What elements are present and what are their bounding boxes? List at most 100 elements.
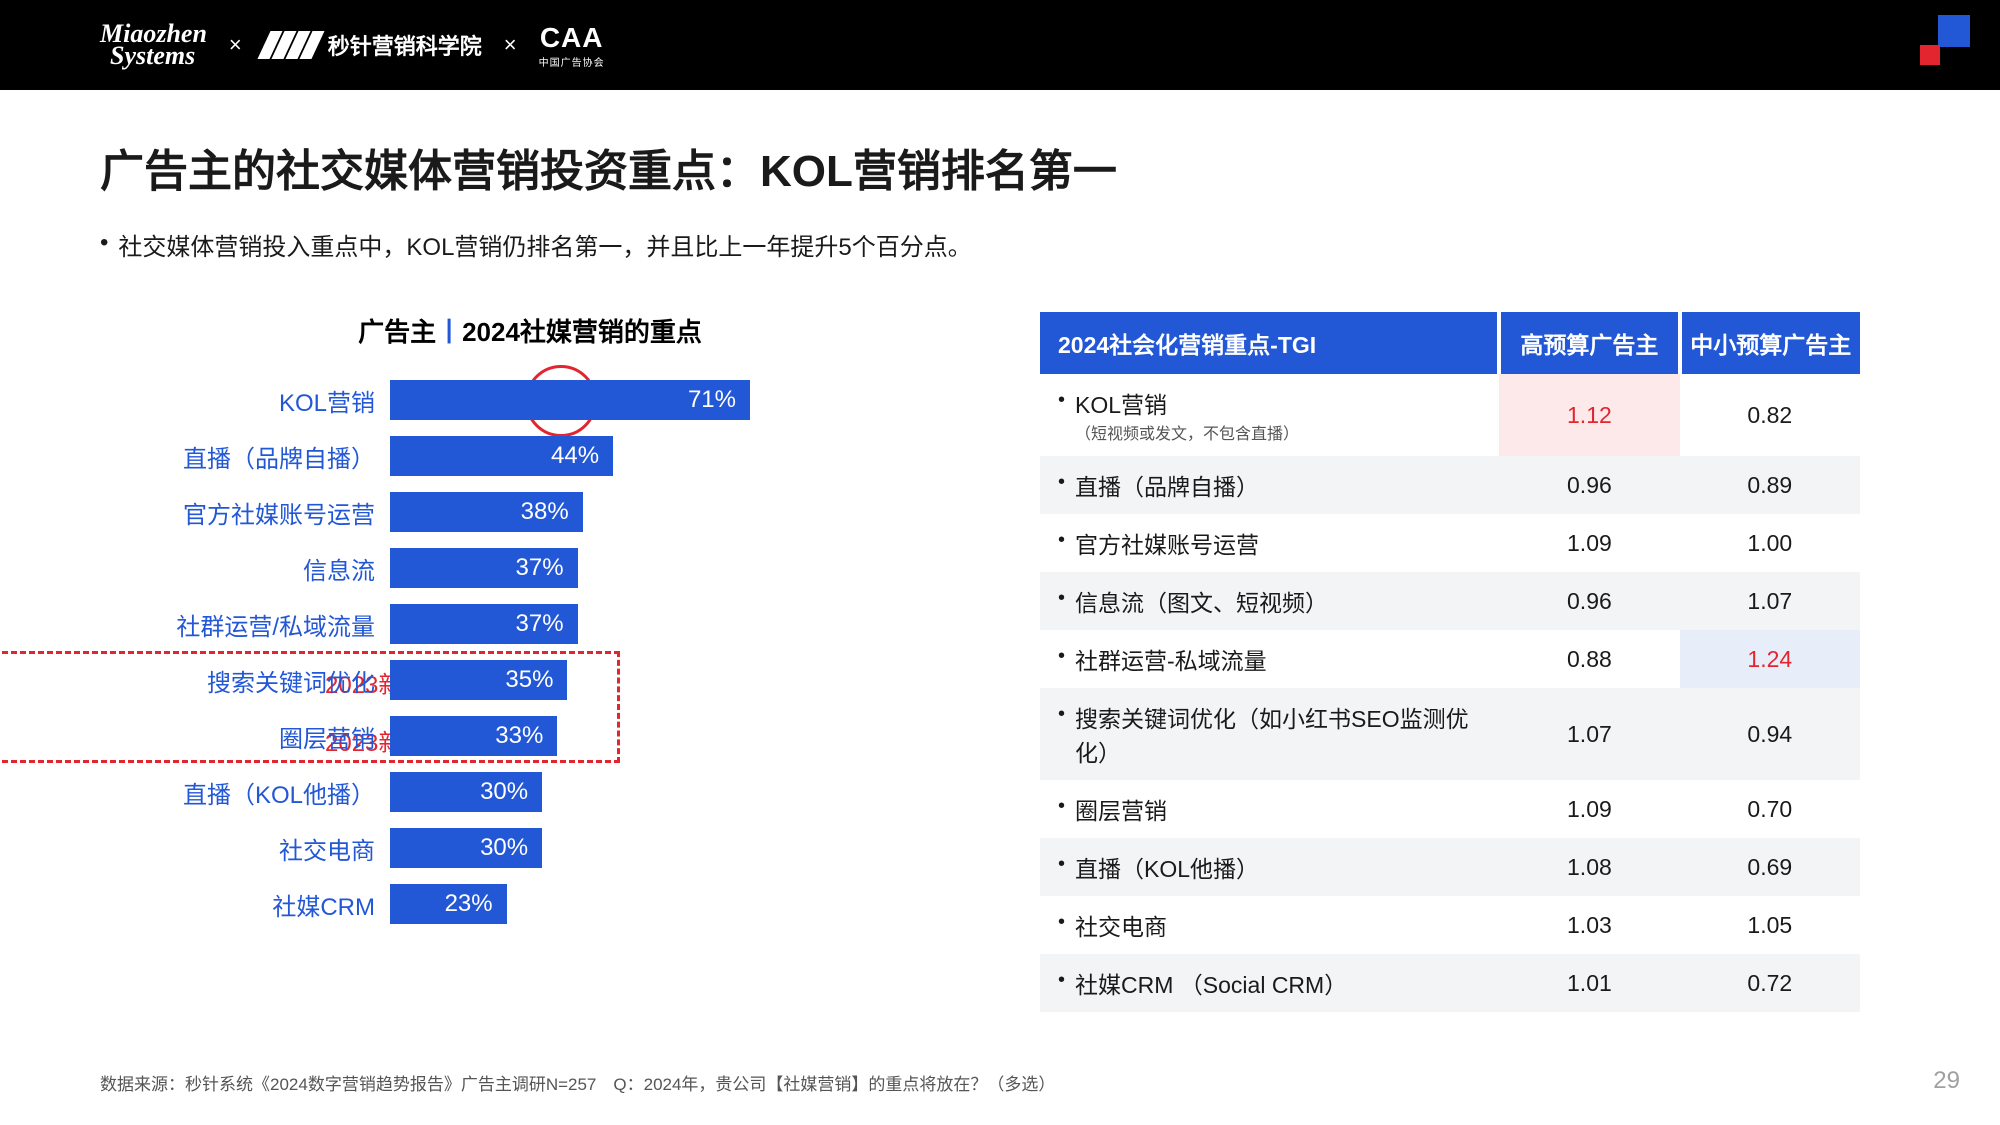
bar-row: 社交电商30%	[390, 827, 960, 869]
tgi-high-cell: 1.08	[1499, 838, 1679, 896]
bar-row: 社群运营/私域流量37%	[390, 603, 960, 645]
chart-title-suffix: 2024社媒营销的重点	[462, 317, 702, 347]
table-row: • 官方社媒账号运营 1.091.00	[1040, 514, 1860, 572]
subtitle-text: 社交媒体营销投入重点中，KOL营销仍排名第一，并且比上一年提升5个百分点。	[118, 227, 971, 262]
page-number: 29	[1933, 1067, 1960, 1095]
logo-miaozhen: Miaozhen Systems	[100, 23, 207, 67]
bar-label: 官方社媒账号运营	[100, 495, 375, 530]
logo-separator-x2: ×	[504, 32, 517, 58]
logo-miaozhen-l2: Systems	[110, 45, 207, 67]
tgi-low-cell: 1.07	[1680, 572, 1860, 630]
table-row: •搜索关键词优化（如小红书SEO监测优化）1.070.94	[1040, 688, 1860, 780]
tgi-label-cell: •搜索关键词优化（如小红书SEO监测优化）	[1040, 688, 1499, 780]
bullet-icon: •	[1058, 529, 1065, 552]
bar-row: 社媒CRM23%	[390, 883, 960, 925]
tgi-label-text: 社群运营-私域流量	[1075, 642, 1267, 676]
bar-label: 社群运营/私域流量	[100, 607, 375, 642]
table-row: •社媒CRM （Social CRM）1.010.72	[1040, 954, 1860, 1012]
bar-fill: 30%	[390, 772, 542, 812]
tgi-label-text: 社媒CRM （Social CRM）	[1075, 966, 1347, 1000]
chart-title-divider: 丨	[436, 317, 462, 347]
chart-title: 广告主丨2024社媒营销的重点	[100, 312, 960, 349]
bullet-icon: •	[1058, 645, 1065, 668]
bar-row: 信息流37%	[390, 547, 960, 589]
tgi-table-head-row: 2024社会化营销重点-TGI高预算广告主中小预算广告主	[1040, 312, 1860, 374]
logo-caa-sub: 中国广告协会	[539, 54, 605, 69]
tgi-low-cell: 1.24	[1680, 630, 1860, 688]
logo-separator-x: ×	[229, 32, 242, 58]
bar-row: KOL营销71%	[390, 379, 960, 421]
bar-label: 信息流	[100, 551, 375, 586]
tgi-high-cell: 0.96	[1499, 572, 1679, 630]
bar-row: 直播（KOL他播）30%	[390, 771, 960, 813]
bar-label: 搜索关键词优化	[100, 663, 375, 698]
bar-fill: 23%	[390, 884, 507, 924]
bar-fill: 37%	[390, 548, 578, 588]
bar-fill: 37%	[390, 604, 578, 644]
tgi-label-text: 直播（KOL他播）	[1075, 850, 1259, 884]
tgi-table: 2024社会化营销重点-TGI高预算广告主中小预算广告主 •KOL营销（短视频或…	[1040, 312, 1860, 1012]
tgi-header-cell: 2024社会化营销重点-TGI	[1040, 312, 1499, 374]
tgi-label-text: 圈层营销	[1075, 792, 1167, 826]
bar-fill: 30%	[390, 828, 542, 868]
page-title: 广告主的社交媒体营销投资重点：KOL营销排名第一	[100, 135, 1900, 199]
bullet-icon: •	[1058, 853, 1065, 876]
bar-fill: 44%	[390, 436, 613, 476]
tgi-label-text: 官方社媒账号运营	[1075, 526, 1259, 560]
logo-wave: 秒针营销科学院	[264, 29, 482, 61]
wave-icon	[264, 31, 318, 59]
corner-square-red	[1920, 45, 1940, 65]
bar-fill: 71%	[390, 380, 750, 420]
tgi-low-cell: 1.00	[1680, 514, 1860, 572]
content-area: 广告主的社交媒体营销投资重点：KOL营销排名第一 • 社交媒体营销投入重点中，K…	[0, 90, 2000, 1012]
tgi-low-cell: 0.69	[1680, 838, 1860, 896]
tgi-label-cell: • 社群运营-私域流量	[1040, 630, 1499, 688]
footer-text: 数据来源：秒针系统《2024数字营销趋势报告》广告主调研N=257 Q：2024…	[100, 1070, 1055, 1095]
tgi-label-cell: •社交电商	[1040, 896, 1499, 954]
bar-label: 社交电商	[100, 831, 375, 866]
tgi-label-cell: •直播（品牌自播）	[1040, 456, 1499, 514]
logo-caa: CAA 中国广告协会	[539, 22, 605, 69]
tgi-high-cell: 0.96	[1499, 456, 1679, 514]
tgi-low-cell: 0.82	[1680, 374, 1860, 456]
bar-label: 社媒CRM	[100, 887, 375, 922]
corner-square-blue	[1938, 15, 1970, 47]
table-row: • 社群运营-私域流量 0.881.24	[1040, 630, 1860, 688]
bullet-icon: •	[1058, 389, 1065, 412]
bar-row: 圈层营销33%	[390, 715, 960, 757]
logo-wave-text: 秒针营销科学院	[328, 29, 482, 61]
table-row: •KOL营销（短视频或发文，不包含直播）1.120.82	[1040, 374, 1860, 456]
tgi-label-text: 直播（品牌自播）	[1075, 468, 1259, 502]
tgi-low-cell: 1.05	[1680, 896, 1860, 954]
table-row: •直播（品牌自播）0.960.89	[1040, 456, 1860, 514]
bar-row: 搜索关键词优化35%	[390, 659, 960, 701]
tgi-label-cell: • 官方社媒账号运营	[1040, 514, 1499, 572]
tgi-high-cell: 1.09	[1499, 780, 1679, 838]
tgi-low-cell: 0.94	[1680, 688, 1860, 780]
bar-fill: 33%	[390, 716, 557, 756]
tgi-high-cell: 1.01	[1499, 954, 1679, 1012]
tgi-label-cell: • 直播（KOL他播）	[1040, 838, 1499, 896]
tgi-header-cell: 高预算广告主	[1499, 312, 1679, 374]
table-row: •社交电商1.031.05	[1040, 896, 1860, 954]
table-column: 2024社会化营销重点-TGI高预算广告主中小预算广告主 •KOL营销（短视频或…	[1040, 312, 1860, 1012]
logo-caa-main: CAA	[540, 22, 604, 54]
bar-row: 官方社媒账号运营38%	[390, 491, 960, 533]
bullet-icon: •	[1058, 587, 1065, 610]
bar-fill: 38%	[390, 492, 583, 532]
tgi-table-body: •KOL营销（短视频或发文，不包含直播）1.120.82•直播（品牌自播）0.9…	[1040, 374, 1860, 1012]
bar-fill: 35%	[390, 660, 567, 700]
tgi-low-cell: 0.89	[1680, 456, 1860, 514]
chart-column: 广告主丨2024社媒营销的重点 较去年 +5% 2023新增选项 2023新增选…	[100, 312, 960, 1012]
chart-area: 较去年 +5% 2023新增选项 2023新增选项 KOL营销71%直播（品牌自…	[100, 379, 960, 925]
bullet-icon: •	[1058, 969, 1065, 992]
bar-label: 直播（品牌自播）	[100, 439, 375, 474]
columns: 广告主丨2024社媒营销的重点 较去年 +5% 2023新增选项 2023新增选…	[100, 312, 1900, 1012]
table-row: •信息流（图文、短视频）0.961.07	[1040, 572, 1860, 630]
tgi-high-cell: 1.09	[1499, 514, 1679, 572]
bullet-icon: •	[1058, 911, 1065, 934]
tgi-high-cell: 0.88	[1499, 630, 1679, 688]
tgi-low-cell: 0.70	[1680, 780, 1860, 838]
header-bar: Miaozhen Systems × 秒针营销科学院 × CAA 中国广告协会	[0, 0, 2000, 90]
table-row: •圈层营销1.090.70	[1040, 780, 1860, 838]
